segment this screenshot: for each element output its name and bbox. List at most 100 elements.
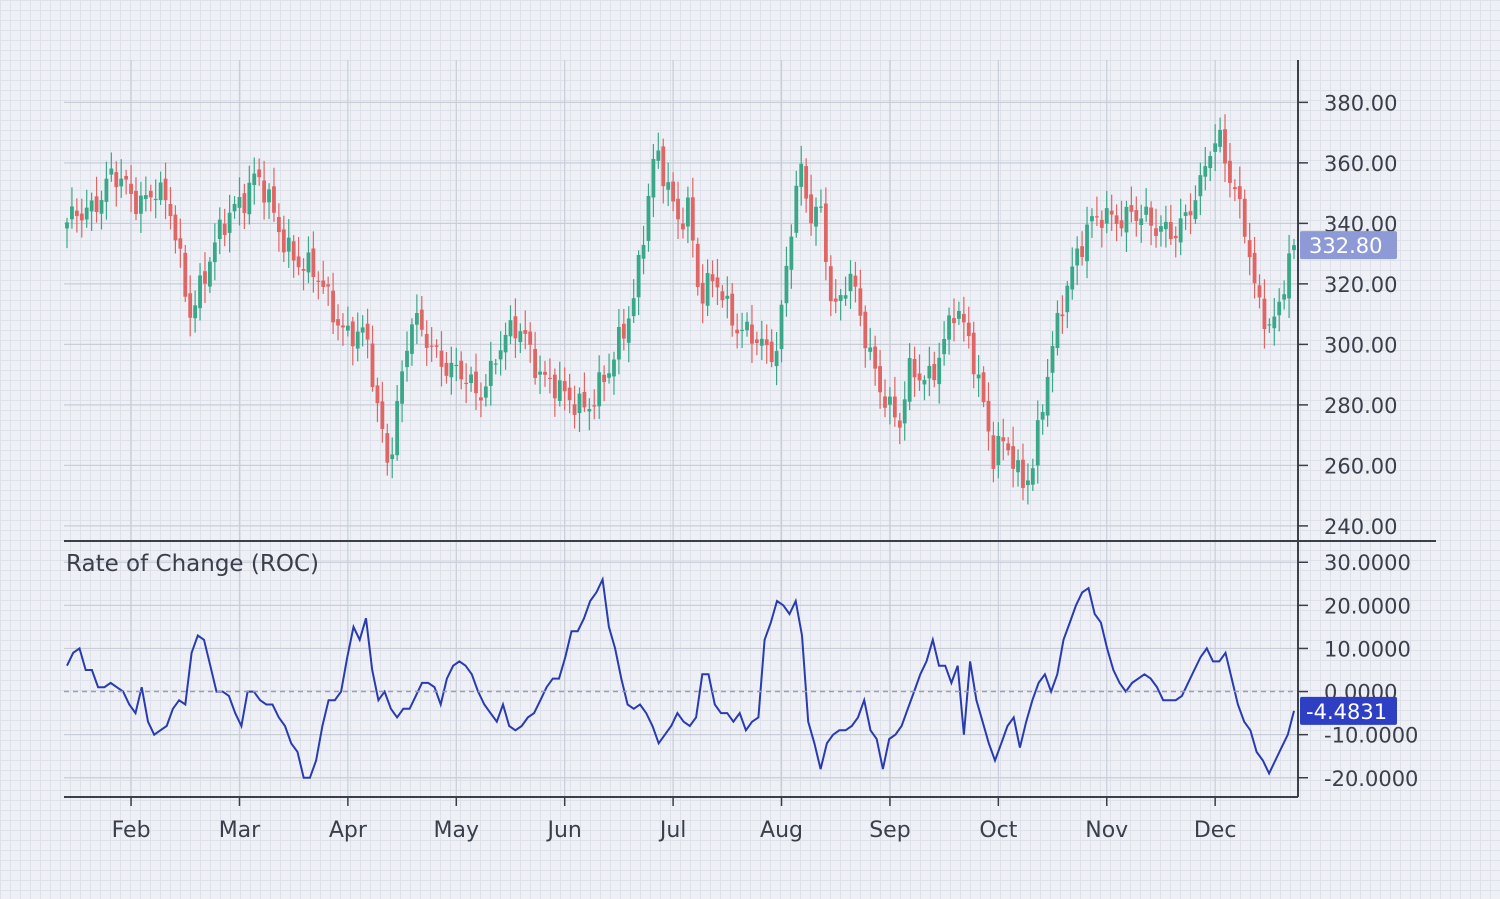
candle-body xyxy=(414,313,419,325)
x-tick-label: Oct xyxy=(979,818,1017,843)
candle-body xyxy=(1114,215,1119,224)
candle-body xyxy=(957,310,961,319)
candle-body xyxy=(183,252,188,297)
roc-last-value-badge: -4.4831 xyxy=(1300,696,1397,725)
candle-body xyxy=(321,280,326,287)
price-candles xyxy=(65,114,1296,505)
candle-body xyxy=(996,435,1001,466)
candle-body xyxy=(878,366,882,393)
roc-last-value-text: -4.4831 xyxy=(1306,700,1387,724)
candle-body xyxy=(99,200,104,214)
roc-title: Rate of Change (ROC) xyxy=(66,551,319,577)
candle-body xyxy=(1124,206,1129,233)
candle-body xyxy=(276,216,281,233)
candle-body xyxy=(444,362,449,376)
candle-body xyxy=(1045,376,1050,416)
candle-body xyxy=(947,315,951,340)
candle-body xyxy=(124,175,129,180)
candle-body xyxy=(1208,155,1213,169)
candle-body xyxy=(690,197,695,241)
candle-body xyxy=(1168,222,1173,240)
candle-body xyxy=(1075,248,1080,266)
x-tick-label: Aug xyxy=(760,818,803,843)
candle-body xyxy=(932,363,937,380)
candle-body xyxy=(1099,219,1104,228)
candle-body xyxy=(1055,312,1060,349)
candle-body xyxy=(129,183,133,194)
candle-body xyxy=(336,319,340,326)
roc-grid xyxy=(64,561,1298,779)
candle-body xyxy=(695,243,700,287)
candle-body xyxy=(454,364,459,367)
candle-body xyxy=(1287,253,1291,299)
candle-body xyxy=(685,197,690,227)
candle-body xyxy=(804,166,809,199)
candle-body xyxy=(1203,166,1208,177)
candle-body xyxy=(1198,175,1203,197)
candle-body xyxy=(1065,285,1070,313)
candle-body xyxy=(735,329,740,334)
candle-body xyxy=(350,321,355,347)
candle-body xyxy=(1129,205,1134,212)
candle-body xyxy=(1193,200,1198,220)
roc-tick-label: -20.0000 xyxy=(1324,767,1418,791)
price-tick-label: 380.00 xyxy=(1324,91,1397,115)
candle-body xyxy=(188,293,193,318)
candle-body xyxy=(1257,285,1262,298)
candle-body xyxy=(1232,187,1237,190)
candle-body xyxy=(449,362,454,378)
candle-body xyxy=(577,393,582,414)
candle-body xyxy=(1134,210,1139,221)
candle-body xyxy=(1183,212,1188,216)
candle-body xyxy=(242,193,247,214)
candle-body xyxy=(1144,206,1149,215)
candle-body xyxy=(173,214,178,241)
candle-body xyxy=(799,163,804,187)
candle-body xyxy=(341,325,345,328)
candle-body xyxy=(626,318,631,343)
price-grid xyxy=(64,60,1298,797)
candle-body xyxy=(267,189,271,203)
candle-body xyxy=(469,374,473,383)
candle-body xyxy=(1006,443,1011,451)
candle-body xyxy=(986,400,991,432)
candle-body xyxy=(104,178,109,202)
candle-body xyxy=(907,358,912,402)
candle-body xyxy=(508,320,513,337)
x-tick-label: Mar xyxy=(219,818,261,843)
candle-body xyxy=(518,331,523,343)
candle-body xyxy=(1159,226,1163,232)
candle-body xyxy=(833,298,838,302)
candle-body xyxy=(217,219,222,239)
price-tick-label: 320.00 xyxy=(1324,273,1397,297)
candle-body xyxy=(395,401,400,456)
candle-body xyxy=(488,360,493,386)
candle-body xyxy=(345,325,350,331)
candle-body xyxy=(557,380,562,401)
candle-body xyxy=(1016,460,1020,473)
candle-body xyxy=(148,190,153,198)
price-tick-label: 260.00 xyxy=(1324,454,1397,478)
candle-body xyxy=(671,181,676,202)
price-y-ticks: 380.00360.00340.00320.00300.00280.00260.… xyxy=(1298,91,1397,539)
candle-body xyxy=(479,397,483,401)
candle-body xyxy=(838,295,843,301)
candle-body xyxy=(863,311,868,349)
candle-body xyxy=(306,252,311,273)
candle-body xyxy=(843,295,848,299)
candle-body xyxy=(109,168,114,175)
candle-body xyxy=(725,295,730,299)
candle-body xyxy=(459,360,464,380)
candle-body xyxy=(1070,266,1075,290)
candle-body xyxy=(848,273,853,292)
candle-body xyxy=(676,198,680,220)
candle-body xyxy=(272,186,276,213)
roc-line xyxy=(66,576,1295,779)
candle-body xyxy=(65,222,69,229)
candle-body xyxy=(533,348,538,378)
candle-body xyxy=(1262,298,1267,330)
candle-body xyxy=(607,373,611,378)
candle-body xyxy=(1085,224,1089,262)
candle-body xyxy=(291,241,296,261)
candle-body xyxy=(612,359,616,377)
